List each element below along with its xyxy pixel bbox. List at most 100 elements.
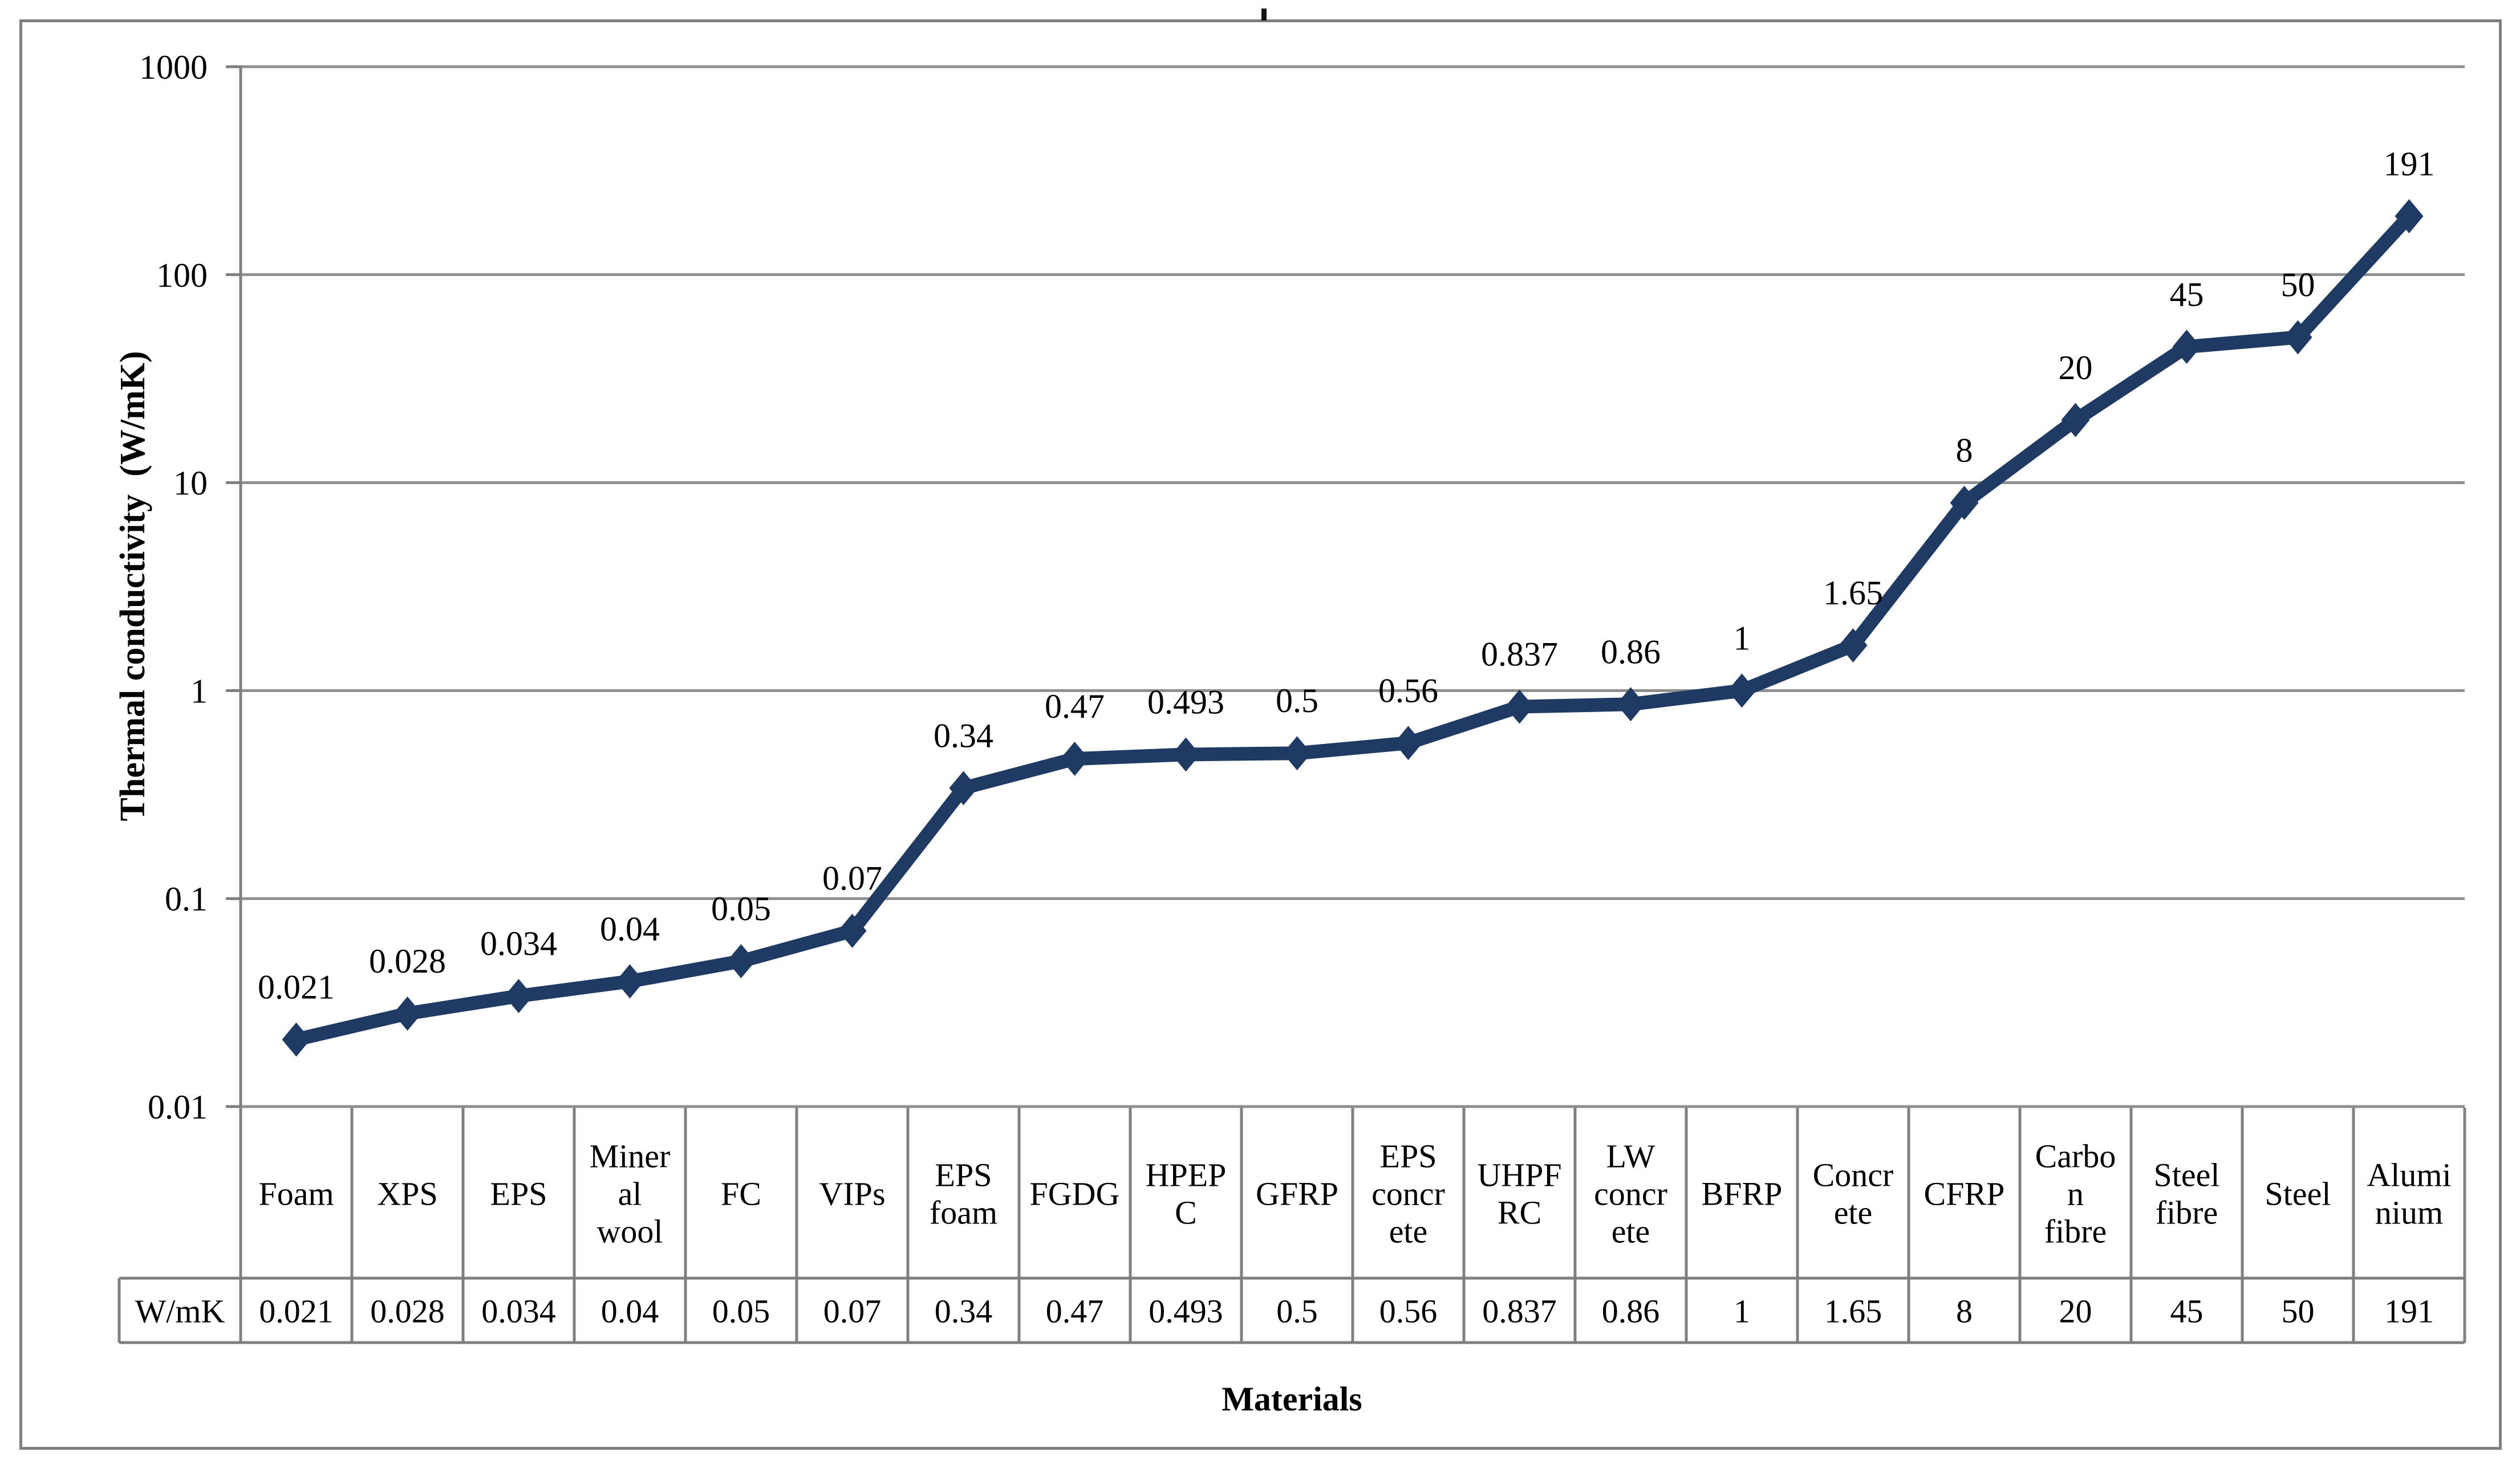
data-point-label: 0.47 (1045, 688, 1105, 725)
data-point-marker (282, 1022, 311, 1057)
y-tick-label: 0.01 (148, 1088, 208, 1126)
data-point-label: 50 (2281, 266, 2315, 304)
data-point-label: 0.034 (480, 925, 557, 962)
table-value-cell: 0.34 (935, 1293, 993, 1330)
table-value-cell: 191 (2384, 1293, 2434, 1330)
data-point-label: 45 (2170, 275, 2204, 313)
table-value-cell: 1.65 (1824, 1293, 1882, 1330)
data-point-marker (1060, 742, 1089, 776)
table-header-cell: Steel (2265, 1176, 2331, 1213)
table-header-cell: Foam (258, 1176, 334, 1213)
data-point-marker (1505, 689, 1534, 724)
data-point-label: 8 (1956, 432, 1973, 469)
data-point-marker (504, 979, 533, 1014)
table-header-cell: ete (1612, 1213, 1650, 1250)
data-point-label: 0.028 (369, 942, 446, 980)
table-header-cell: EPS (490, 1176, 547, 1213)
table-value-cell: 0.47 (1046, 1293, 1104, 1330)
data-point-marker (949, 771, 978, 806)
y-tick-label: 0.1 (165, 880, 208, 918)
table-value-cell: 0.837 (1482, 1293, 1557, 1330)
data-point-label: 0.04 (600, 910, 660, 948)
table-header-cell: al (618, 1176, 642, 1213)
table-value-cell: 0.034 (481, 1293, 556, 1330)
table-header-cell: nium (2375, 1194, 2443, 1231)
table-value-cell: 0.021 (259, 1293, 334, 1330)
table-value-cell: 0.04 (601, 1293, 659, 1330)
data-point-marker (1394, 726, 1423, 761)
stray-mark (1261, 9, 1267, 21)
data-point-marker (2283, 320, 2312, 355)
y-axis-title: Thermal conductivity (W/mK) (113, 351, 152, 822)
data-point-marker (727, 944, 756, 979)
y-tick-label: 1000 (139, 48, 208, 86)
table-header-cell: Carbo (2035, 1138, 2116, 1175)
data-point-marker (2061, 402, 2090, 437)
data-point-label: 0.86 (1601, 633, 1661, 670)
table-value-cell: 50 (2282, 1293, 2315, 1330)
data-point-label: 0.34 (934, 717, 993, 754)
table-header-cell: BFRP (1702, 1176, 1783, 1213)
table-value-cell: 20 (2059, 1293, 2092, 1330)
table-header-cell: Miner (590, 1138, 671, 1175)
data-point-marker (615, 964, 644, 999)
table-value-cell: 0.493 (1149, 1293, 1223, 1330)
table-value-cell: 0.05 (712, 1293, 770, 1330)
table-row-header: W/mK (135, 1293, 225, 1330)
table-header-cell: LW (1606, 1138, 1655, 1175)
table-header-cell: EPS (1380, 1138, 1437, 1175)
data-point-marker (1727, 673, 1756, 708)
x-axis-title: Materials (1222, 1380, 1362, 1418)
data-point-label: 0.07 (822, 860, 882, 897)
table-value-cell: 0.5 (1276, 1293, 1318, 1330)
data-point-marker (838, 913, 867, 948)
y-tick-label: 100 (156, 257, 208, 294)
data-point-marker (1171, 737, 1200, 772)
data-point-label: 0.56 (1378, 672, 1438, 709)
data-point-label: 0.5 (1276, 682, 1318, 719)
data-point-marker (2172, 330, 2201, 364)
data-point-label: 0.493 (1147, 683, 1224, 721)
table-value-cell: 45 (2170, 1293, 2204, 1330)
data-point-marker (1950, 485, 1979, 520)
data-point-marker (2395, 199, 2424, 234)
table-value-cell: 8 (1956, 1293, 1973, 1330)
table-header-cell: EPS (935, 1157, 992, 1194)
table-header-cell: GFRP (1256, 1176, 1338, 1213)
table-header-cell: VIPs (819, 1176, 885, 1213)
data-point-label: 1 (1734, 619, 1751, 657)
table-value-cell: 0.028 (370, 1293, 445, 1330)
table-header-cell: ete (1389, 1213, 1428, 1250)
table-header-cell: concr (1594, 1176, 1667, 1213)
data-point-label: 0.021 (258, 968, 335, 1006)
table-header-cell: Alumi (2367, 1157, 2451, 1194)
table-header-cell: RC (1498, 1194, 1541, 1231)
table-header-cell: Steel (2154, 1157, 2220, 1194)
table-header-cell: CFRP (1924, 1176, 2005, 1213)
data-point-label: 20 (2059, 349, 2093, 387)
table-value-cell: 1 (1734, 1293, 1750, 1330)
table-header-cell: n (2067, 1176, 2084, 1213)
table-header-cell: ete (1834, 1194, 1873, 1231)
table-header-cell: concr (1371, 1176, 1445, 1213)
table-header-cell: XPS (377, 1176, 437, 1213)
data-point-label: 0.837 (1481, 636, 1558, 673)
table-value-cell: 0.07 (823, 1293, 882, 1330)
table-header-cell: UHPF (1477, 1157, 1561, 1194)
data-point-label: 1.65 (1823, 574, 1883, 612)
table-header-cell: fibre (2044, 1213, 2107, 1250)
table-header-cell: FC (721, 1176, 761, 1213)
series-line (289, 209, 2416, 1047)
y-tick-label: 10 (173, 465, 208, 502)
table-header-cell: C (1175, 1194, 1197, 1231)
y-tick-label: 1 (190, 672, 208, 710)
table-header-cell: FGDG (1030, 1176, 1120, 1213)
table-header-cell: Concr (1813, 1157, 1894, 1194)
table-value-cell: 0.86 (1602, 1293, 1660, 1330)
data-point-label: 191 (2384, 145, 2435, 182)
data-point-marker (1283, 736, 1312, 771)
table-header-cell: foam (930, 1194, 997, 1231)
table-header-cell: HPEP (1146, 1157, 1227, 1194)
